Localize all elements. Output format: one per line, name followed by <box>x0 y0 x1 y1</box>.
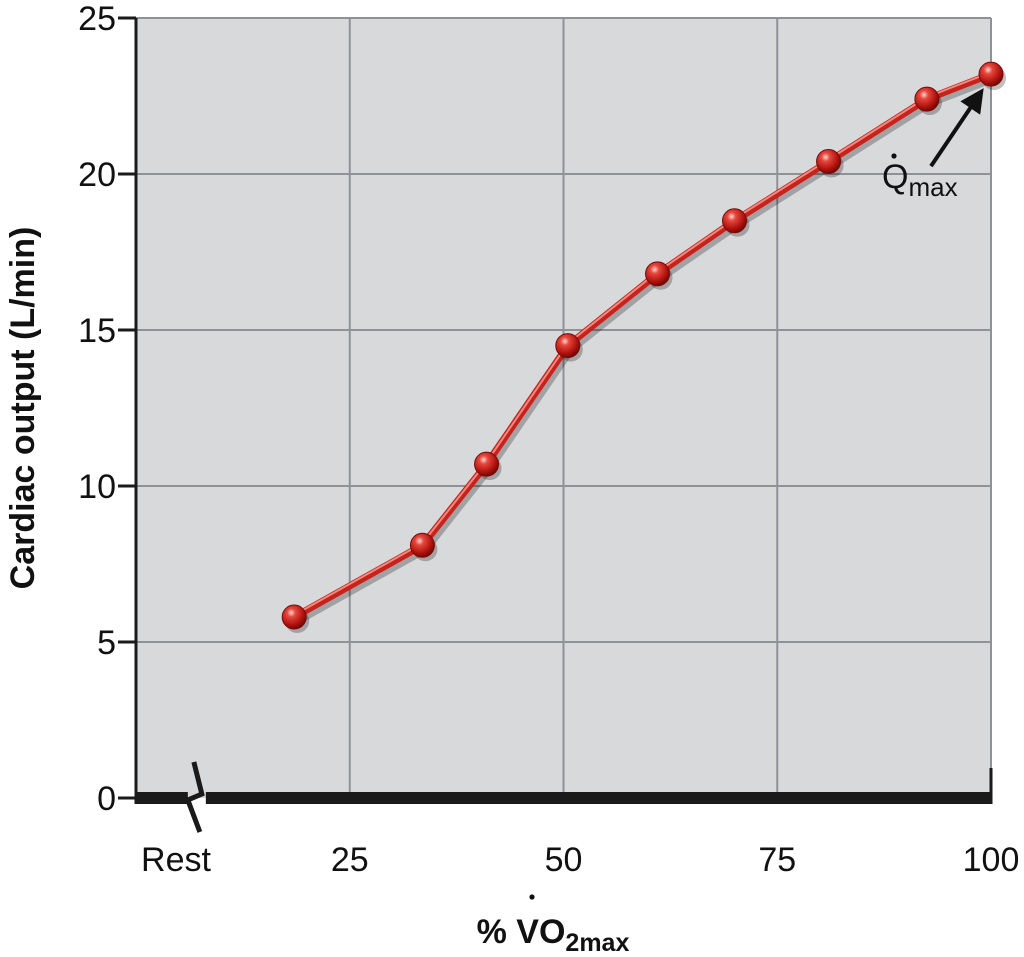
y-tick-label-5: 5 <box>97 624 116 662</box>
x-tick-label-75: 75 <box>758 841 796 879</box>
grid <box>136 17 992 798</box>
annotation-arrow <box>929 88 984 168</box>
axis-break-mark <box>184 761 205 833</box>
annotation-label: Qmax <box>882 158 958 202</box>
data-point-5 <box>722 208 747 234</box>
x-tick-label-50: 50 <box>545 841 583 879</box>
x-tick-label-rest: Rest <box>141 841 211 879</box>
x-axis-title-dot <box>529 894 535 900</box>
data-point-4 <box>645 261 671 287</box>
y-tick-label-0: 0 <box>97 780 116 818</box>
data-point-7 <box>914 86 940 112</box>
series <box>281 61 1006 634</box>
x-tick-label-25: 25 <box>331 841 369 879</box>
data-point-6 <box>816 149 842 175</box>
y-axis-title: Cardiac output (L/min) <box>4 227 42 590</box>
annotation-dot <box>891 153 897 159</box>
x-axis: Rest 25 50 75 100 <box>136 761 1020 879</box>
data-point-1 <box>409 532 435 558</box>
y-tick-label-25: 25 <box>78 0 116 38</box>
data-point-8 <box>978 61 1004 87</box>
y-tick-label-20: 20 <box>78 156 116 194</box>
y-axis: 0 5 10 15 20 25 <box>78 0 138 818</box>
data-point-0 <box>281 604 307 630</box>
annotation: Qmax <box>882 88 984 202</box>
data-point-2 <box>474 451 500 477</box>
x-axis-title: % VO2max <box>477 913 630 957</box>
y-tick-label-10: 10 <box>78 468 116 506</box>
y-tick-label-15: 15 <box>78 312 116 350</box>
data-point-3 <box>555 333 581 359</box>
x-tick-label-100: 100 <box>963 841 1020 879</box>
